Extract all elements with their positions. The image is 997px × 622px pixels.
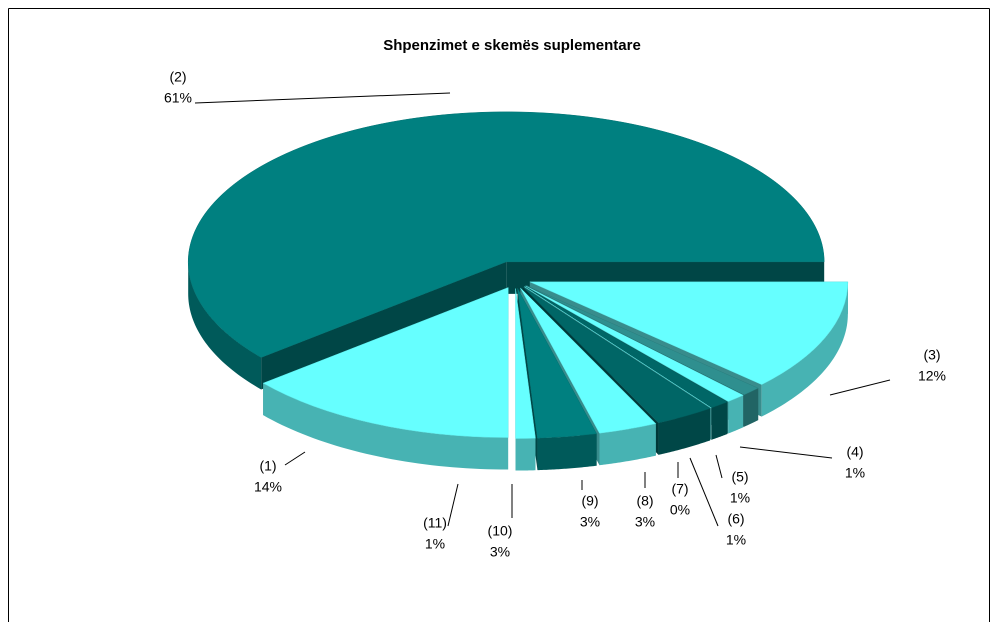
slice-value-label: 0%: [670, 502, 690, 518]
slice: [526, 285, 759, 396]
slice-side: [761, 281, 848, 417]
slice-value-label: 61%: [164, 90, 192, 106]
slice: [524, 286, 729, 408]
leader-line: [689, 457, 719, 527]
slice-side: [537, 433, 597, 471]
slice-category-label: (10): [488, 523, 513, 539]
slice-category-label: (3): [923, 347, 940, 363]
slice: [522, 286, 711, 424]
slice-category-label: (1): [259, 458, 276, 474]
slice-category-label: (7): [671, 481, 688, 497]
slice: [515, 288, 536, 439]
slice-value-label: 14%: [254, 479, 282, 495]
leader-line: [829, 379, 891, 396]
slice-value-label: 3%: [635, 514, 655, 530]
slice-side: [599, 423, 656, 466]
slice-side: [743, 388, 759, 427]
slice-value-label: 1%: [726, 532, 746, 548]
slice-value-label: 1%: [730, 490, 750, 506]
slice: [520, 287, 657, 434]
leader-line: [447, 483, 459, 527]
slice-side: [711, 401, 728, 440]
slice-value-label: 3%: [490, 544, 510, 560]
slice-value-label: 1%: [845, 465, 865, 481]
slice-category-label: (2): [169, 69, 186, 85]
slice-value-label: 12%: [918, 368, 946, 384]
slice-category-label: (8): [636, 493, 653, 509]
slice-face: [261, 261, 507, 390]
slice-category-label: (6): [727, 511, 744, 527]
slice-side: [728, 395, 744, 434]
slice: [187, 111, 825, 358]
slice: [262, 287, 509, 438]
leader-line: [715, 454, 723, 479]
slice-category-label: (9): [581, 493, 598, 509]
slice-value-label: 1%: [425, 536, 445, 552]
slice-category-label: (4): [846, 444, 863, 460]
slice: [524, 286, 712, 409]
slice-category-label: (11): [423, 515, 447, 531]
slice: [529, 281, 849, 385]
slice-side: [188, 261, 262, 390]
chart-title: Shpenzimet e skemës suplementare: [383, 37, 641, 54]
slice-value-label: 3%: [580, 514, 600, 530]
leader-line: [284, 451, 306, 466]
slice-category-label: (5): [731, 469, 748, 485]
leader-line: [739, 446, 833, 459]
leader-line: [194, 92, 451, 104]
slice: [525, 285, 744, 402]
slice-side: [515, 438, 536, 471]
slice-side: [263, 383, 509, 470]
slice: [517, 288, 597, 439]
